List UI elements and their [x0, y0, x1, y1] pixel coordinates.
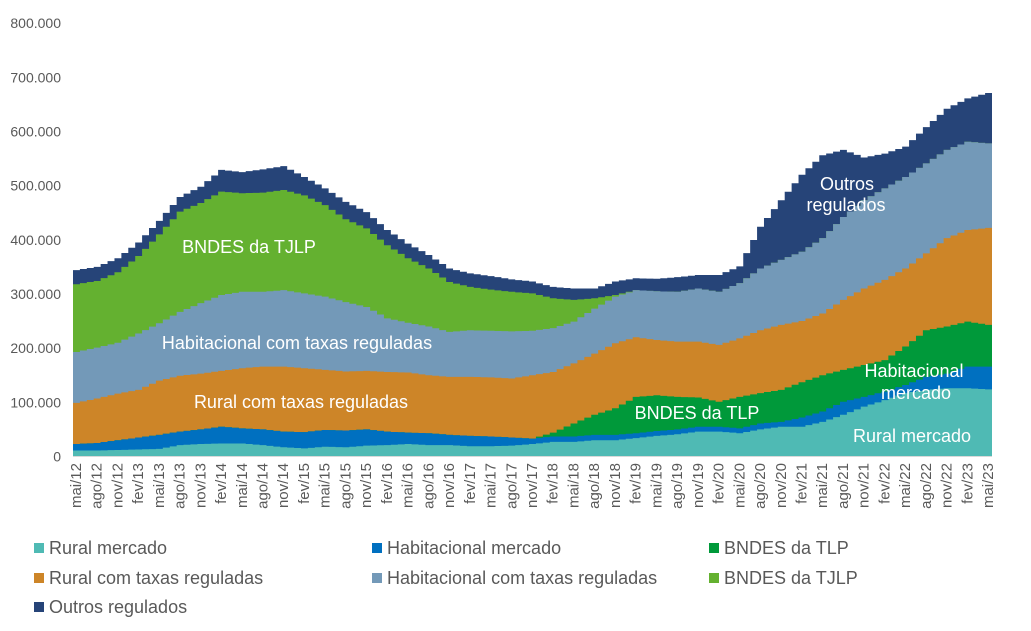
x-tick-label: mai/13: [151, 463, 168, 508]
legend-item-outros-regulados: Outros regulados: [34, 596, 187, 618]
x-tick-label: fev/19: [628, 463, 645, 504]
x-tick-label: fev/21: [794, 463, 811, 504]
x-tick-label: mai/16: [400, 463, 417, 508]
y-axis-labels: 0 100.000 200.000 300.000 400.000 500.000 600.…: [10, 15, 61, 464]
annotation-habitacional-mercado-line2: mercado: [881, 383, 951, 403]
x-tick-label: nov/21: [856, 463, 873, 508]
annotation-bndes-tlp: BNDES da TLP: [635, 403, 760, 423]
x-tick-label: fev/23: [959, 463, 976, 504]
x-tick-label: nov/20: [773, 463, 790, 508]
annotation-habitacional-reguladas: Habitacional com taxas reguladas: [162, 333, 432, 353]
x-tick-label: ago/21: [835, 463, 852, 509]
area-bndes-da-tlp: [73, 321, 992, 457]
x-tick-label: nov/13: [192, 463, 209, 508]
x-tick-label: ago/18: [586, 463, 603, 509]
x-tick-label: ago/17: [503, 463, 520, 509]
annotation-outros-regulados-line1: Outros: [820, 174, 874, 194]
x-tick-label: nov/18: [607, 463, 624, 508]
x-tick-label: fev/16: [379, 463, 396, 504]
x-tick-label: fev/20: [711, 463, 728, 504]
legend-label: Rural com taxas reguladas: [49, 567, 264, 588]
annotation-bndes-tjlp: BNDES da TJLP: [182, 237, 316, 257]
y-tick-label: 200.000: [10, 340, 61, 356]
legend-item-habitacional-reguladas: Habitacional com taxas reguladas: [372, 567, 657, 589]
x-tick-label: mai/20: [731, 463, 748, 508]
x-tick-label: mai/14: [234, 463, 251, 508]
legend-marker: [709, 543, 719, 553]
x-tick-label: fev/14: [213, 463, 230, 504]
legend-item-habitacional-mercado: Habitacional mercado: [372, 537, 561, 559]
annotation-habitacional-mercado-line1: Habitacional: [864, 361, 963, 381]
x-tick-label: ago/16: [420, 463, 437, 509]
legend-marker: [709, 573, 719, 583]
area-rural-mercado: [73, 388, 992, 457]
x-tick-label: fev/17: [462, 463, 479, 504]
legend-label: Rural mercado: [49, 537, 168, 558]
x-tick-label: nov/15: [358, 463, 375, 508]
x-tick-label: nov/12: [109, 463, 126, 508]
area-layer: [73, 92, 992, 457]
x-tick-label: nov/17: [524, 463, 541, 508]
x-tick-label: fev/15: [296, 463, 313, 504]
x-tick-label: mai/21: [814, 463, 831, 508]
x-tick-label: nov/22: [939, 463, 956, 508]
x-tick-label: mai/23: [980, 463, 997, 508]
x-axis-labels: mai/12 ago/12 nov/12 fev/13 mai/13 ago/13 nov/…: [68, 463, 997, 509]
legend-item-bndes-tlp: BNDES da TLP: [709, 537, 849, 559]
y-tick-label: 400.000: [10, 232, 61, 248]
annotation-rural-reguladas: Rural com taxas reguladas: [194, 392, 408, 412]
y-tick-label: 500.000: [10, 178, 61, 194]
x-tick-label: ago/20: [752, 463, 769, 509]
y-tick-label: 300.000: [10, 286, 61, 302]
x-tick-label: ago/14: [255, 463, 272, 509]
x-tick-label: mai/15: [317, 463, 334, 508]
x-tick-label: mai/12: [68, 463, 85, 508]
annotation-rural-mercado: Rural mercado: [853, 426, 971, 446]
x-tick-label: ago/12: [89, 463, 106, 509]
x-tick-label: ago/13: [172, 463, 189, 509]
y-tick-label: 100.000: [10, 394, 61, 410]
x-tick-label: mai/18: [566, 463, 583, 508]
legend-item-rural-reguladas: Rural com taxas reguladas: [34, 567, 263, 589]
legend-marker: [34, 573, 44, 583]
y-tick-label: 800.000: [10, 15, 61, 31]
x-tick-label: ago/19: [669, 463, 686, 509]
x-tick-label: nov/16: [441, 463, 458, 508]
legend-item-bndes-tjlp: BNDES da TJLP: [709, 567, 858, 589]
y-tick-label: 700.000: [10, 69, 61, 85]
x-tick-label: mai/19: [648, 463, 665, 508]
y-tick-label: 0: [53, 449, 61, 465]
legend-label: BNDES da TLP: [724, 537, 849, 558]
legend-marker: [372, 573, 382, 583]
annotation-outros-regulados-line2: regulados: [806, 195, 885, 215]
area-annotations: BNDES da TJLP Habitacional com taxas reg…: [162, 174, 971, 446]
x-tick-label: mai/22: [897, 463, 914, 508]
x-tick-label: mai/17: [483, 463, 500, 508]
legend-marker: [372, 543, 382, 553]
legend-item-rural-mercado: Rural mercado: [34, 537, 167, 559]
legend-label: Habitacional mercado: [387, 537, 562, 558]
x-tick-label: nov/14: [275, 463, 292, 508]
x-tick-label: fev/13: [130, 463, 147, 504]
x-tick-label: fev/22: [876, 463, 893, 504]
legend-label: Habitacional com taxas reguladas: [387, 567, 658, 588]
legend-marker: [34, 602, 44, 612]
x-tick-label: ago/22: [918, 463, 935, 509]
legend-label: Outros regulados: [49, 596, 188, 617]
y-tick-label: 600.000: [10, 124, 61, 140]
x-tick-label: fev/18: [545, 463, 562, 504]
legend-label: BNDES da TJLP: [724, 567, 858, 588]
x-tick-label: ago/15: [337, 463, 354, 509]
x-tick-label: nov/19: [690, 463, 707, 508]
legend-marker: [34, 543, 44, 553]
